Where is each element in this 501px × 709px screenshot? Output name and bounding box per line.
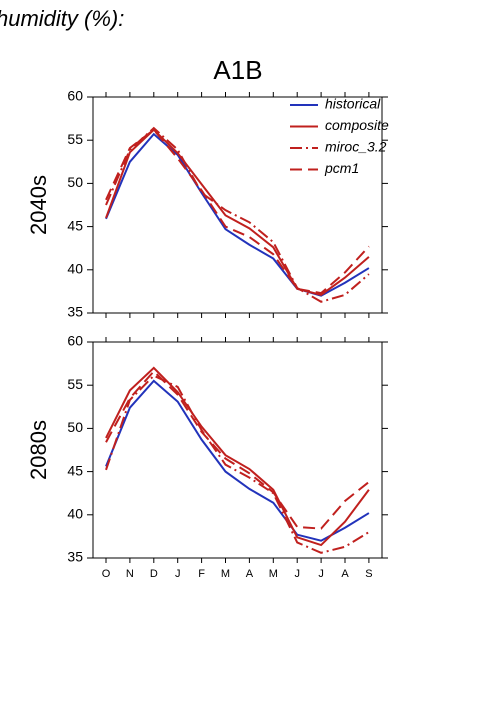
y-tick-label: 35 [67, 549, 83, 565]
y-tick-label: 40 [67, 506, 83, 522]
y-tick-label: 35 [67, 304, 83, 320]
y-tick-label: 60 [67, 88, 83, 104]
y-tick-label: 50 [67, 174, 83, 190]
plot-frame [92, 341, 383, 559]
x-tick-label: F [198, 568, 205, 580]
x-tick-label: A [341, 568, 349, 580]
y-tick-label: 55 [67, 131, 83, 147]
x-tick-label: M [221, 568, 230, 580]
x-tick-label: O [102, 568, 111, 580]
chart-title: A1B [213, 55, 262, 85]
y-tick-label: 50 [67, 419, 83, 435]
series-line [105, 128, 370, 295]
series-line [105, 379, 370, 542]
series-line [105, 374, 370, 554]
y-tick-label: 45 [67, 217, 83, 233]
legend-label: pcm1 [324, 160, 359, 176]
x-tick-label: J [175, 568, 181, 580]
page-title: humidity (%): [0, 6, 124, 31]
x-tick-label: J [318, 568, 324, 580]
y-tick-label: 60 [67, 333, 83, 349]
y-tick-label: 45 [67, 462, 83, 478]
series-line [105, 366, 370, 547]
legend-label: miroc_3.2 [325, 139, 387, 155]
series-line [105, 369, 370, 530]
x-tick-label: J [294, 568, 300, 580]
y-tick-label: 55 [67, 376, 83, 392]
x-tick-label: D [150, 568, 158, 580]
y-axis-label: 2040s [26, 175, 51, 235]
y-tick-label: 40 [67, 261, 83, 277]
x-tick-label: S [365, 568, 372, 580]
legend-label: composite [325, 117, 389, 133]
x-tick-label: N [126, 568, 134, 580]
x-tick-label: A [246, 568, 254, 580]
series-line [105, 132, 370, 297]
legend-label: historical [325, 96, 381, 112]
plot-frame [92, 96, 383, 314]
y-axis-label: 2080s [26, 420, 51, 480]
x-tick-label: M [269, 568, 278, 580]
